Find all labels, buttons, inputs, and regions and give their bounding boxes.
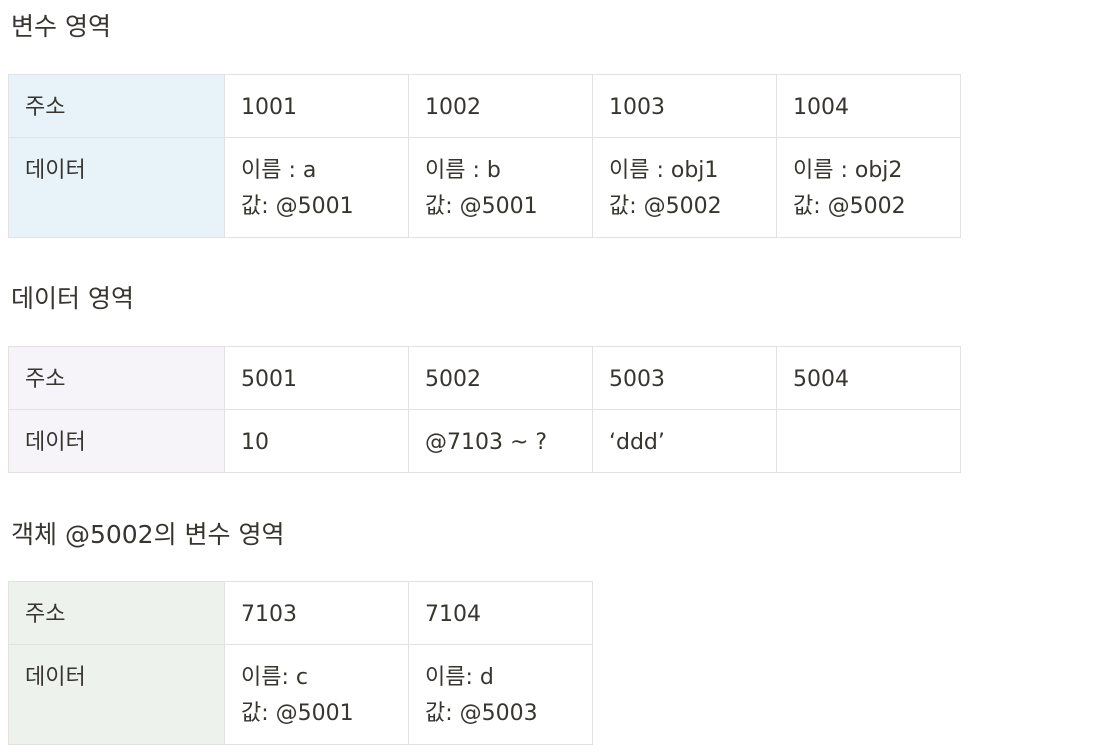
data-line: 이름 : obj1 [609, 158, 719, 183]
address-cell: 1004 [776, 74, 961, 138]
data-row: 데이터 이름 : a 값: @5001 이름 : b 값: @5001 이름 :… [8, 137, 961, 238]
address-cell: 1003 [592, 74, 777, 138]
data-cell: ‘ddd’ [592, 409, 777, 473]
address-header: 주소 [8, 74, 225, 138]
data-area-title: 데이터 영역 [11, 284, 134, 313]
data-line: 값: @5001 [241, 194, 354, 219]
data-cell: 이름 : a 값: @5001 [224, 137, 409, 238]
address-cell: 5001 [224, 346, 409, 410]
data-line: 10 [241, 430, 269, 455]
data-line: 이름 : obj2 [793, 158, 903, 183]
data-header: 데이터 [8, 137, 225, 238]
data-cell: 이름: d 값: @5003 [408, 644, 593, 745]
address-row: 주소 7103 7104 [8, 581, 593, 645]
address-cell: 5004 [776, 346, 961, 410]
data-line: 값: @5002 [609, 194, 722, 219]
data-line: 값: @5001 [241, 701, 354, 726]
data-line: 값: @5001 [425, 194, 538, 219]
data-cell [776, 409, 961, 473]
object-variable-area-table: 주소 7103 7104 데이터 이름: c 값: @5001 이름: d 값:… [8, 581, 593, 745]
data-cell: 이름 : b 값: @5001 [408, 137, 593, 238]
data-line: ‘ddd’ [609, 430, 665, 455]
address-cell: 1001 [224, 74, 409, 138]
variable-area-table: 주소 1001 1002 1003 1004 데이터 이름 : a 값: @50… [8, 74, 961, 238]
address-cell: 7104 [408, 581, 593, 645]
address-cell: 5003 [592, 346, 777, 410]
data-cell: 이름 : obj2 값: @5002 [776, 137, 961, 238]
data-line: 값: @5003 [425, 701, 538, 726]
address-row: 주소 5001 5002 5003 5004 [8, 346, 961, 410]
data-header: 데이터 [8, 409, 225, 473]
data-row: 데이터 10 @7103 ~ ? ‘ddd’ [8, 409, 961, 473]
address-row: 주소 1001 1002 1003 1004 [8, 74, 961, 138]
address-cell: 7103 [224, 581, 409, 645]
data-row: 데이터 이름: c 값: @5001 이름: d 값: @5003 [8, 644, 593, 745]
data-cell: 10 [224, 409, 409, 473]
address-cell: 5002 [408, 346, 593, 410]
data-header: 데이터 [8, 644, 225, 745]
data-line: 이름 : b [425, 158, 501, 183]
data-line: 이름 : a [241, 158, 317, 183]
data-cell: 이름 : obj1 값: @5002 [592, 137, 777, 238]
data-line: 이름: c [241, 665, 308, 690]
variable-area-title: 변수 영역 [11, 12, 111, 41]
object-variable-area-title: 객체 @5002의 변수 영역 [11, 520, 285, 549]
data-line: 이름: d [425, 665, 494, 690]
address-header: 주소 [8, 346, 225, 410]
address-header: 주소 [8, 581, 225, 645]
data-cell: @7103 ~ ? [408, 409, 593, 473]
data-cell: 이름: c 값: @5001 [224, 644, 409, 745]
data-area-table: 주소 5001 5002 5003 5004 데이터 10 @7103 ~ ? … [8, 346, 961, 473]
address-cell: 1002 [408, 74, 593, 138]
data-line: 값: @5002 [793, 194, 906, 219]
data-line: @7103 ~ ? [425, 430, 548, 455]
